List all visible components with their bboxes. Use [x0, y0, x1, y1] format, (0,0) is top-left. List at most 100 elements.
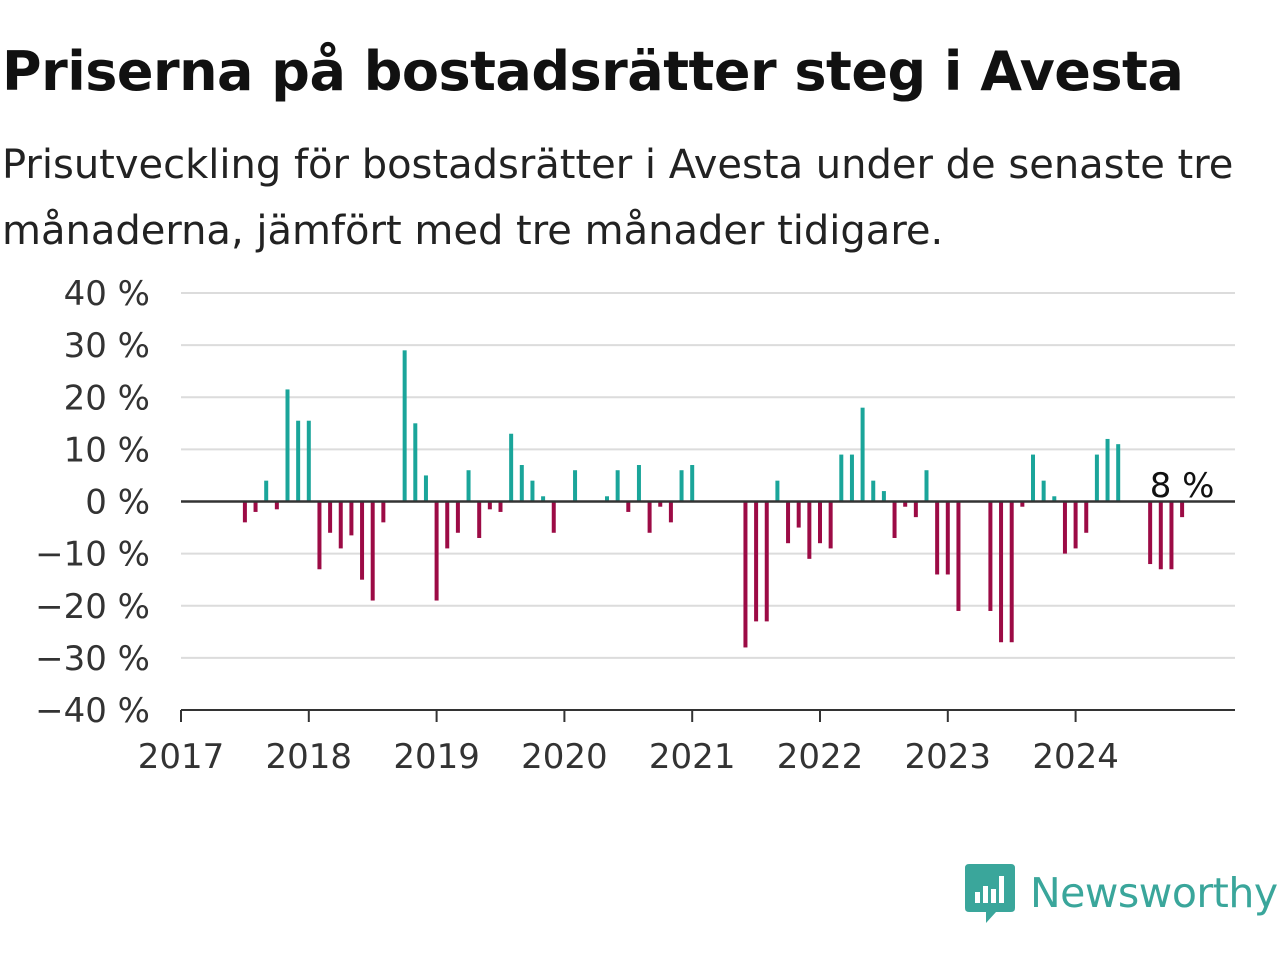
bar	[956, 501, 961, 611]
bar	[1169, 501, 1174, 570]
bar	[541, 496, 546, 502]
y-tick-label: −10 %	[35, 535, 150, 575]
bar	[754, 501, 759, 622]
bar	[498, 501, 503, 512]
bar	[1094, 454, 1099, 502]
newsworthy-logo-icon	[965, 864, 1015, 923]
x-axis-labels: 2017 2018 2019 2020 2021 2022 2023 2024	[138, 737, 1119, 777]
bar	[360, 501, 365, 580]
bar	[487, 501, 492, 510]
bar	[871, 480, 876, 502]
bar	[818, 501, 822, 544]
grid-lines	[181, 292, 1235, 659]
bar	[1031, 454, 1035, 502]
y-axis-labels: 40 % 30 % 20 % 10 % 0 % −10 % −20 % −30 % −40 %	[35, 274, 150, 731]
newsworthy-logo: Newsworthy	[964, 862, 1278, 924]
bar	[658, 501, 663, 507]
bar	[999, 501, 1004, 643]
bar	[317, 501, 322, 570]
bar	[434, 501, 439, 601]
bar	[264, 480, 269, 502]
bar	[807, 501, 812, 559]
bar	[668, 501, 673, 523]
x-tick-label: 2019	[393, 737, 480, 777]
bar	[519, 465, 524, 502]
bar	[690, 465, 695, 502]
bar	[935, 501, 940, 575]
bar	[1084, 501, 1089, 533]
bars	[242, 350, 1185, 648]
y-tick-label: 40 %	[64, 274, 150, 314]
bar	[839, 454, 844, 502]
axes	[180, 500, 1235, 722]
y-tick-label: −30 %	[35, 639, 150, 679]
bar	[445, 501, 450, 549]
bar	[370, 501, 375, 601]
bar	[828, 501, 833, 549]
bar	[509, 433, 514, 502]
bar	[573, 470, 578, 502]
bar	[849, 454, 854, 502]
bar	[285, 389, 290, 502]
annotations: 8 %	[1150, 466, 1215, 506]
bar	[913, 501, 918, 518]
bar	[530, 480, 535, 502]
x-tick-label: 2020	[521, 737, 608, 777]
bar	[1041, 480, 1046, 502]
bar	[253, 501, 258, 512]
bar	[626, 501, 631, 512]
bar	[338, 501, 343, 549]
bar	[1009, 501, 1014, 643]
x-tick-label: 2022	[777, 737, 864, 777]
bar	[786, 501, 791, 544]
bar	[892, 501, 897, 538]
x-tick-label: 2017	[138, 737, 225, 777]
bar	[1105, 438, 1110, 502]
x-tick-label: 2024	[1032, 737, 1119, 777]
bar	[413, 423, 418, 502]
y-tick-label: 0 %	[85, 483, 150, 523]
bar	[1073, 501, 1078, 549]
bar	[349, 501, 354, 536]
bar	[402, 350, 407, 502]
bar	[775, 480, 780, 502]
bar	[636, 465, 641, 502]
bar	[423, 475, 428, 502]
chart-subtitle: Prisutveckling för bostadsrätter i Avest…	[2, 142, 1234, 254]
bar	[1116, 444, 1121, 502]
bar	[860, 407, 865, 502]
x-tick-label: 2018	[266, 737, 353, 777]
bar-value-label: 8 %	[1150, 466, 1215, 506]
bar	[605, 496, 609, 502]
bar	[903, 501, 908, 507]
y-tick-label: −20 %	[35, 587, 150, 627]
bar	[945, 501, 950, 575]
bar	[296, 420, 301, 502]
bar	[328, 501, 333, 533]
bar	[924, 470, 929, 502]
bar	[1180, 501, 1185, 518]
bar	[242, 501, 247, 523]
y-tick-label: 10 %	[64, 430, 150, 470]
newsworthy-logo-text: Newsworthy	[1030, 869, 1278, 917]
bar	[477, 501, 482, 538]
bar	[1148, 501, 1153, 565]
bar	[1052, 496, 1057, 502]
bar	[274, 501, 279, 510]
bar	[1020, 501, 1025, 507]
bar	[988, 501, 993, 611]
bar	[764, 501, 769, 622]
bar	[679, 470, 684, 502]
x-tick-label: 2023	[905, 737, 992, 777]
y-tick-label: 30 %	[64, 326, 150, 366]
bar	[1158, 501, 1163, 570]
bar	[455, 501, 460, 533]
bar	[551, 501, 556, 533]
bar-chart: 40 %30 %20 %10 %0 %−10 %−20 %−30 %−40 % …	[35, 274, 1235, 777]
bar	[881, 491, 886, 502]
y-tick-label: −40 %	[35, 691, 150, 731]
x-tick-label: 2021	[649, 737, 736, 777]
bar	[1062, 501, 1067, 554]
y-tick-label: 20 %	[64, 378, 150, 418]
bar	[743, 501, 748, 648]
